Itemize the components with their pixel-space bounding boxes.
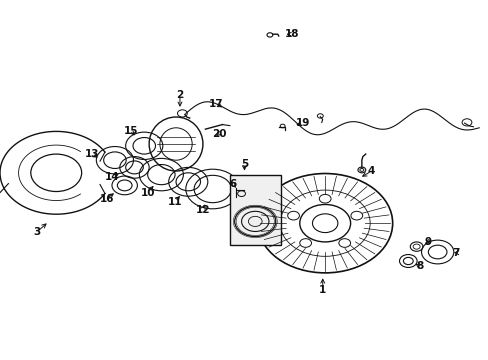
Text: 15: 15: [123, 126, 138, 136]
Text: 6: 6: [229, 179, 236, 189]
Text: 9: 9: [424, 237, 431, 247]
Text: 7: 7: [451, 248, 459, 258]
Text: 17: 17: [208, 99, 223, 109]
Text: 20: 20: [211, 129, 226, 139]
Text: 16: 16: [99, 194, 114, 204]
Text: 2: 2: [176, 90, 183, 100]
Text: 12: 12: [195, 204, 210, 215]
Text: 14: 14: [105, 172, 120, 182]
Text: 11: 11: [167, 197, 182, 207]
Text: 19: 19: [295, 118, 310, 128]
Text: 10: 10: [140, 188, 155, 198]
Text: 13: 13: [84, 149, 99, 159]
Text: 5: 5: [241, 159, 247, 169]
Bar: [229, 175, 281, 245]
Text: 8: 8: [415, 261, 422, 271]
Text: 18: 18: [285, 29, 299, 39]
Text: 1: 1: [319, 285, 325, 295]
Text: 4: 4: [367, 166, 375, 176]
Text: 3: 3: [33, 227, 40, 237]
